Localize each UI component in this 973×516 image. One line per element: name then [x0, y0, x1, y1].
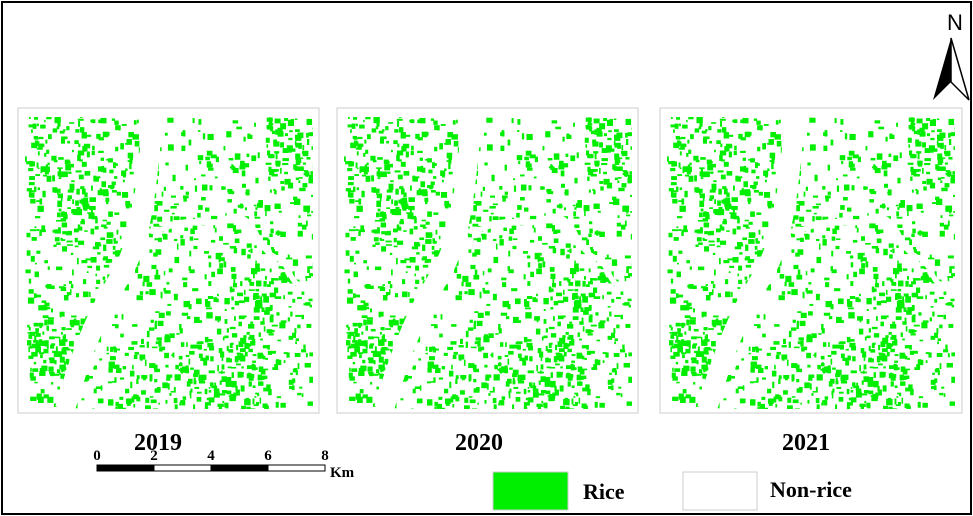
year-label: 2019 — [134, 430, 182, 456]
scale-label: 4 — [207, 448, 215, 464]
north-arrow — [933, 38, 969, 100]
legend-label: Non-rice — [770, 477, 852, 502]
legend-label: Rice — [583, 479, 625, 504]
legend-swatch — [493, 472, 568, 510]
map-panel — [5, 97, 329, 418]
figure: 2019 2020 2021 0 2 4 6 8 Km Rice Non-ric… — [0, 0, 973, 516]
scale-unit: Km — [330, 465, 355, 481]
map-panel — [324, 97, 648, 418]
scale-label: 8 — [321, 448, 329, 464]
scale-label: 0 — [93, 448, 101, 464]
scale-label: 2 — [150, 448, 158, 464]
north-label: N — [947, 10, 963, 35]
year-label: 2020 — [455, 430, 503, 456]
legend-swatch — [683, 472, 757, 510]
map-panel — [647, 97, 971, 418]
scale-bar — [97, 465, 325, 471]
year-label: 2021 — [782, 430, 830, 456]
scale-label: 6 — [264, 448, 272, 464]
